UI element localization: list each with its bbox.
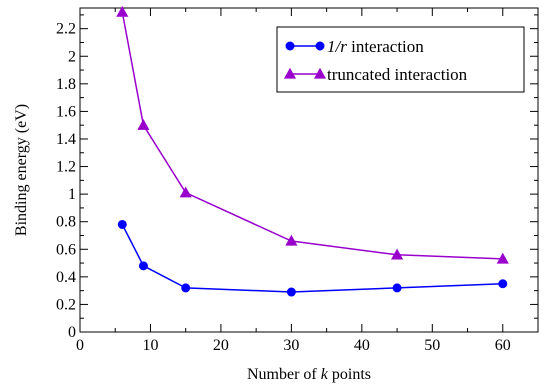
data-point — [181, 283, 191, 293]
data-point — [286, 287, 296, 297]
data-point — [117, 219, 127, 229]
axes-layer: 0 10 20 30 40 50 60 0 0.2 0.4 0.6 0.8 1 1.2 1.4 1.6 1.8 2… — [56, 7, 539, 354]
data-point — [391, 248, 404, 260]
y-tick-label: 0.2 — [56, 296, 76, 313]
series-1 — [117, 219, 508, 297]
x-axis-label-suffix: points — [328, 366, 371, 383]
legend-marker — [285, 41, 295, 51]
x-tick-label: 20 — [213, 337, 229, 354]
y-tick-label: 0.6 — [56, 241, 76, 258]
y-tick-label: 1.6 — [56, 103, 76, 120]
y-tick-label: 2.2 — [56, 21, 76, 38]
data-point — [179, 186, 192, 198]
y-axis-label: Binding energy (eV) — [13, 104, 30, 236]
y-tick-label: 2 — [68, 48, 76, 65]
legend-box — [276, 26, 525, 93]
plot-frame — [79, 7, 539, 333]
data-point — [116, 5, 129, 17]
data-point — [392, 283, 402, 293]
y-tick-label: 1.4 — [56, 131, 76, 148]
y-tick-label: 1.2 — [56, 159, 76, 176]
data-point — [496, 252, 509, 264]
x-tick-label: 30 — [283, 337, 299, 354]
legend: 1/r interaction truncated interaction — [276, 26, 525, 93]
y-tick-label: 1 — [68, 186, 76, 203]
legend-marker — [313, 67, 327, 79]
legend-marker — [283, 67, 297, 79]
x-tick-label: 0 — [76, 337, 84, 354]
series-line — [121, 11, 503, 260]
data-point — [137, 118, 150, 130]
x-axis-label-italic: k — [321, 366, 329, 383]
legend-marker — [315, 41, 325, 51]
y-tick-label: 0.8 — [56, 214, 76, 231]
x-tick-label: 10 — [142, 337, 158, 354]
series-layer — [116, 5, 509, 297]
data-point — [285, 234, 298, 246]
legend-label: truncated interaction — [327, 65, 468, 84]
y-tick-label: 0.4 — [56, 269, 76, 286]
x-tick-label: 60 — [495, 337, 511, 354]
y-tick-label: 1.8 — [56, 76, 76, 93]
x-tick-label: 40 — [354, 337, 370, 354]
x-axis-label-prefix: Number of — [247, 366, 321, 383]
series-line — [121, 224, 503, 293]
data-point — [498, 279, 508, 289]
legend-label: 1/r interaction — [327, 37, 424, 56]
series-2 — [116, 5, 509, 264]
data-point — [138, 261, 148, 271]
x-axis-label: Number of k points — [247, 366, 371, 383]
x-tick-label: 50 — [424, 337, 440, 354]
y-tick-label: 0 — [68, 324, 76, 341]
